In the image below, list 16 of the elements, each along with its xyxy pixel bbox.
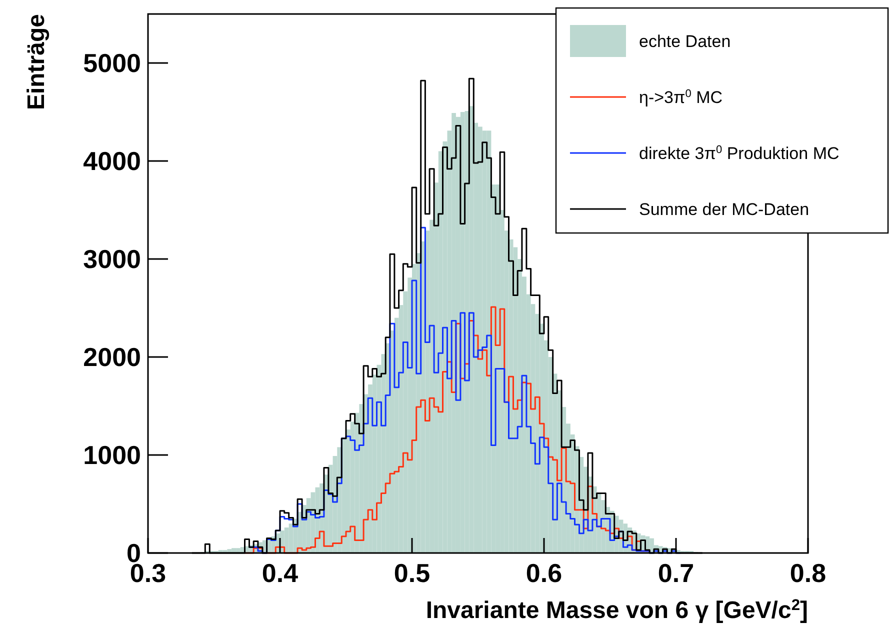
y-tick-label: 4000 — [83, 146, 141, 176]
y-tick-label: 2000 — [83, 342, 141, 372]
legend-label: η->3π$^{0}$ MC — [639, 88, 723, 107]
legend-label: Summe der MC-Daten — [639, 200, 810, 219]
x-axis-title: Invariante Masse von 6 γ [GeV/c$^{2}$] — [426, 596, 808, 624]
x-tick-label: 0.4 — [262, 558, 299, 588]
x-tick-label: 0.5 — [394, 558, 430, 588]
y-axis-title: Einträge — [23, 14, 50, 110]
legend-label: echte Daten — [639, 32, 731, 51]
x-tick-label: 0.7 — [658, 558, 694, 588]
x-tick-label: 0.8 — [790, 558, 826, 588]
y-tick-label: 5000 — [83, 48, 141, 78]
legend-label: direkte 3π$^{0}$ Produktion MC — [639, 144, 840, 163]
x-tick-label: 0.6 — [526, 558, 562, 588]
y-tick-label: 1000 — [83, 440, 141, 470]
y-tick-label: 3000 — [83, 244, 141, 274]
